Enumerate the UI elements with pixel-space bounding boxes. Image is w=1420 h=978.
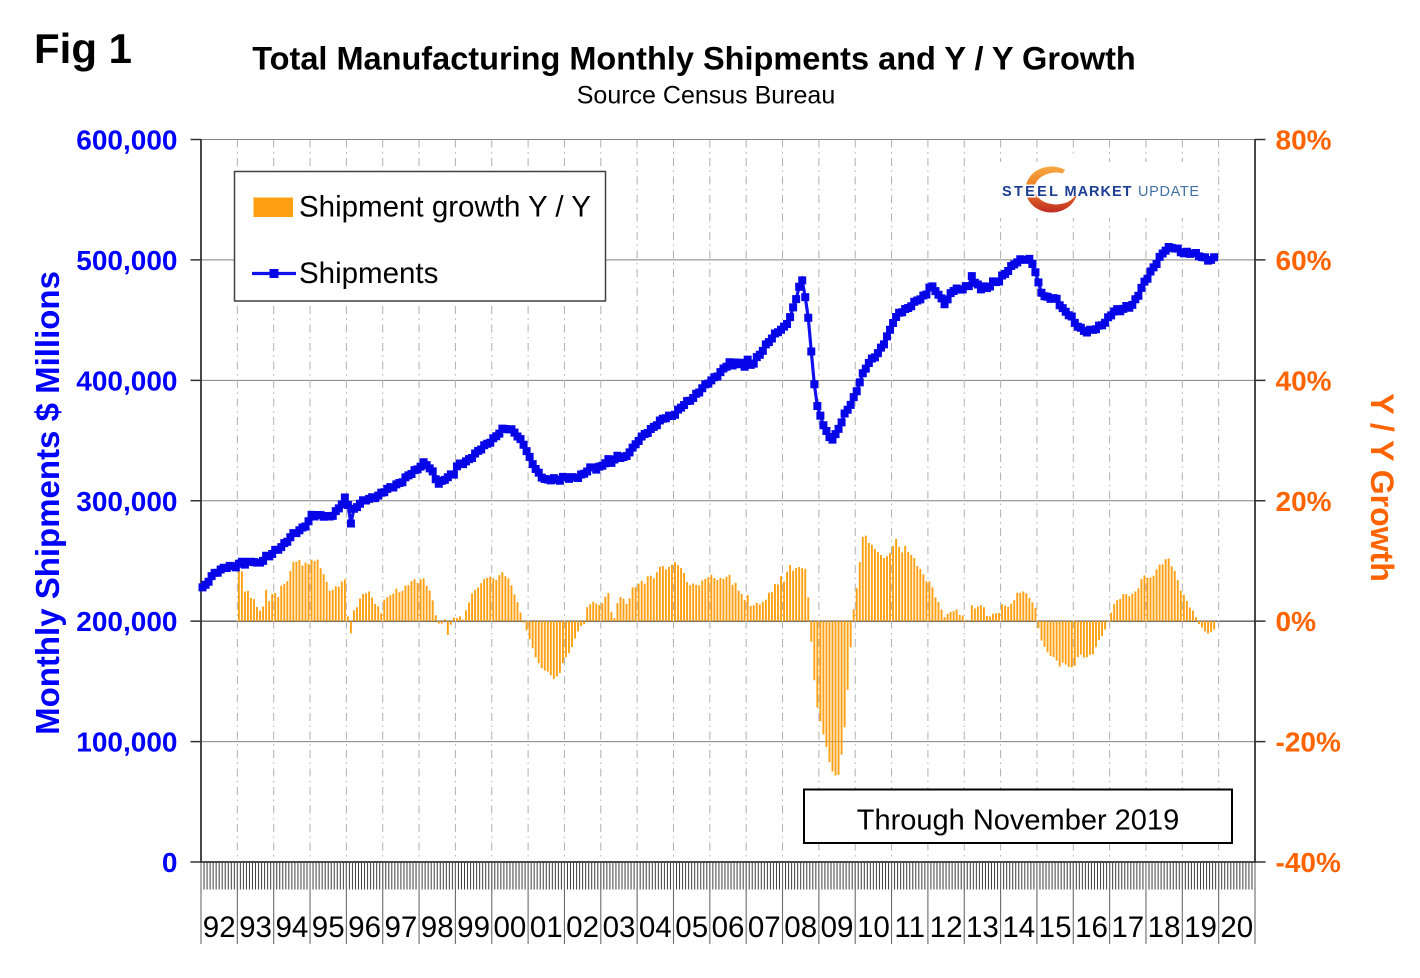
svg-text:06: 06 — [712, 911, 745, 944]
svg-text:96: 96 — [348, 911, 381, 944]
svg-text:300,000: 300,000 — [76, 486, 177, 517]
svg-text:94: 94 — [275, 911, 308, 944]
svg-text:08: 08 — [784, 911, 817, 944]
svg-text:100,000: 100,000 — [76, 727, 177, 758]
svg-text:19: 19 — [1184, 911, 1217, 944]
svg-text:600,000: 600,000 — [76, 125, 177, 156]
svg-text:01: 01 — [530, 911, 563, 944]
svg-text:Shipments: Shipments — [299, 257, 438, 290]
svg-text:07: 07 — [748, 911, 781, 944]
svg-text:-20%: -20% — [1276, 727, 1341, 758]
svg-text:200,000: 200,000 — [76, 606, 177, 637]
svg-text:0%: 0% — [1276, 606, 1317, 637]
svg-text:16: 16 — [1075, 911, 1108, 944]
svg-text:11: 11 — [894, 911, 925, 944]
svg-text:20: 20 — [1220, 911, 1253, 944]
svg-text:13: 13 — [966, 911, 999, 944]
svg-text:MARKET: MARKET — [1065, 184, 1133, 200]
svg-text:Y / Y Growth: Y / Y Growth — [1364, 393, 1400, 582]
svg-text:04: 04 — [639, 911, 672, 944]
svg-text:10: 10 — [857, 911, 890, 944]
svg-text:Fig 1: Fig 1 — [34, 25, 132, 72]
svg-text:40%: 40% — [1276, 365, 1332, 396]
svg-text:Monthly Shipments $ Millions: Monthly Shipments $ Millions — [29, 271, 66, 735]
svg-text:12: 12 — [930, 911, 963, 944]
svg-text:14: 14 — [1002, 911, 1035, 944]
svg-text:60%: 60% — [1276, 245, 1332, 276]
svg-text:98: 98 — [421, 911, 454, 944]
svg-text:99: 99 — [457, 911, 490, 944]
svg-text:Total Manufacturing Monthly Sh: Total Manufacturing Monthly Shipments an… — [252, 41, 1136, 77]
svg-text:0: 0 — [162, 847, 178, 878]
svg-text:02: 02 — [566, 911, 599, 944]
svg-text:-40%: -40% — [1276, 847, 1341, 878]
svg-text:17: 17 — [1111, 911, 1144, 944]
svg-text:00: 00 — [493, 911, 526, 944]
svg-text:20%: 20% — [1276, 486, 1332, 517]
svg-text:15: 15 — [1039, 911, 1072, 944]
svg-text:05: 05 — [675, 911, 708, 944]
svg-text:Shipment growth Y / Y: Shipment growth Y / Y — [299, 191, 591, 224]
svg-text:03: 03 — [603, 911, 636, 944]
svg-text:97: 97 — [384, 911, 417, 944]
svg-text:18: 18 — [1148, 911, 1181, 944]
svg-text:STEEL: STEEL — [1002, 184, 1059, 200]
svg-text:UPDATE: UPDATE — [1138, 184, 1200, 200]
svg-text:500,000: 500,000 — [76, 245, 177, 276]
svg-text:09: 09 — [821, 911, 854, 944]
svg-text:93: 93 — [239, 911, 272, 944]
svg-text:80%: 80% — [1276, 125, 1332, 156]
svg-text:Through November 2019: Through November 2019 — [857, 805, 1179, 837]
svg-text:92: 92 — [203, 911, 236, 944]
svg-text:400,000: 400,000 — [76, 365, 177, 396]
svg-text:Source Census Bureau: Source Census Bureau — [577, 82, 835, 110]
svg-text:95: 95 — [312, 911, 345, 944]
